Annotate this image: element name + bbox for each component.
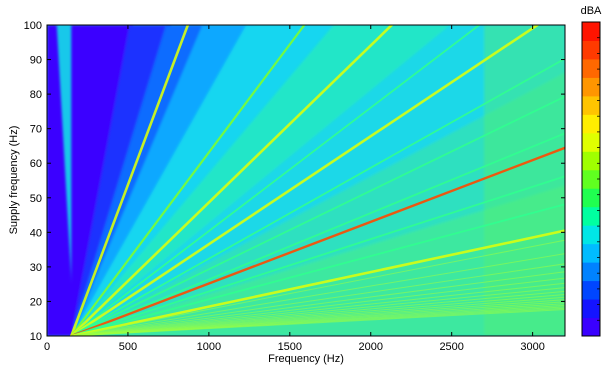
colorbar-segment <box>582 169 600 189</box>
harmonic-ridge <box>70 203 565 336</box>
colorbar-label: dBA <box>581 5 602 17</box>
y-tick-label: 90 <box>30 55 42 67</box>
y-tick-label: 10 <box>30 331 42 343</box>
x-tick-label: 1000 <box>197 341 221 353</box>
colorbar-segment <box>582 40 600 60</box>
harmonic-ridge <box>69 25 394 336</box>
colorbar-segment <box>582 206 600 226</box>
x-tick-label: 2000 <box>359 341 383 353</box>
harmonic-ridge <box>69 229 565 336</box>
colorbar-segment <box>582 262 600 282</box>
harmonic-ridge <box>69 25 190 336</box>
harmonic-ridge <box>70 175 565 336</box>
y-tick-label: 80 <box>30 89 42 101</box>
harmonic-ridge <box>71 290 565 336</box>
harmonic-ridge <box>71 309 565 336</box>
harmonic-ridge <box>71 253 565 336</box>
harmonic-ridge <box>70 132 565 336</box>
heatmap-zone <box>71 185 565 336</box>
x-tick-label: 0 <box>44 341 50 353</box>
colorbar-segment <box>582 299 600 319</box>
colorbar-segment <box>582 95 600 115</box>
plot-area <box>47 25 565 336</box>
harmonic-ridge <box>70 25 306 336</box>
colorbar-segment <box>582 317 600 337</box>
heatmap-zone <box>47 25 75 336</box>
colorbar <box>581 21 601 337</box>
y-axis-label: Supply frequency (Hz) <box>8 126 20 235</box>
x-tick-label: 3000 <box>520 341 544 353</box>
harmonic-ridge <box>71 239 565 336</box>
y-axis: 10 20 30 40 50 60 70 80 90 100 <box>24 20 565 343</box>
x-tick-label: 500 <box>119 341 137 353</box>
x-axis-label: Frequency (Hz) <box>268 353 344 365</box>
y-tick-label: 20 <box>30 296 42 308</box>
harmonic-ridge <box>70 57 565 336</box>
colorbar-segment <box>582 114 600 134</box>
harmonic-ridge <box>70 95 565 336</box>
colorbar-segment <box>582 22 600 41</box>
colorbar-segment <box>582 188 600 208</box>
harmonic-ridge <box>69 25 539 336</box>
heatmap-ridges <box>69 25 565 336</box>
x-tick-label: 1500 <box>278 341 302 353</box>
colorbar-segment <box>582 243 600 263</box>
harmonic-ridge <box>71 287 565 336</box>
plot-frame <box>46 24 566 337</box>
heatmap-bands <box>47 25 565 336</box>
colorbar-frame <box>581 21 601 337</box>
y-tick-label: 60 <box>30 158 42 170</box>
colorbar-segment <box>582 77 600 97</box>
harmonic-ridge <box>71 263 565 336</box>
y-tick-label: 40 <box>30 227 42 239</box>
harmonic-ridge <box>71 282 565 336</box>
harmonic-ridge <box>70 25 481 336</box>
x-axis: 0 500 1000 1500 2000 2500 3000 <box>44 25 545 353</box>
harmonic-ridge <box>71 277 565 336</box>
heatmap-zone <box>71 25 565 336</box>
y-tick-label: 50 <box>30 193 42 205</box>
colorbar-segment <box>582 280 600 300</box>
y-tick-label: 100 <box>24 20 42 32</box>
colorbar-segment <box>582 225 600 245</box>
x-tick-label: 2500 <box>439 341 463 353</box>
colorbar-segment <box>582 132 600 152</box>
harmonic-ridge <box>70 146 565 336</box>
heatmap-zone <box>71 72 565 336</box>
colorbar-segment <box>582 151 600 171</box>
y-tick-label: 30 <box>30 262 42 274</box>
y-tick-label: 70 <box>30 124 42 136</box>
harmonic-ridge <box>71 271 565 336</box>
colorbar-segment <box>582 58 600 78</box>
